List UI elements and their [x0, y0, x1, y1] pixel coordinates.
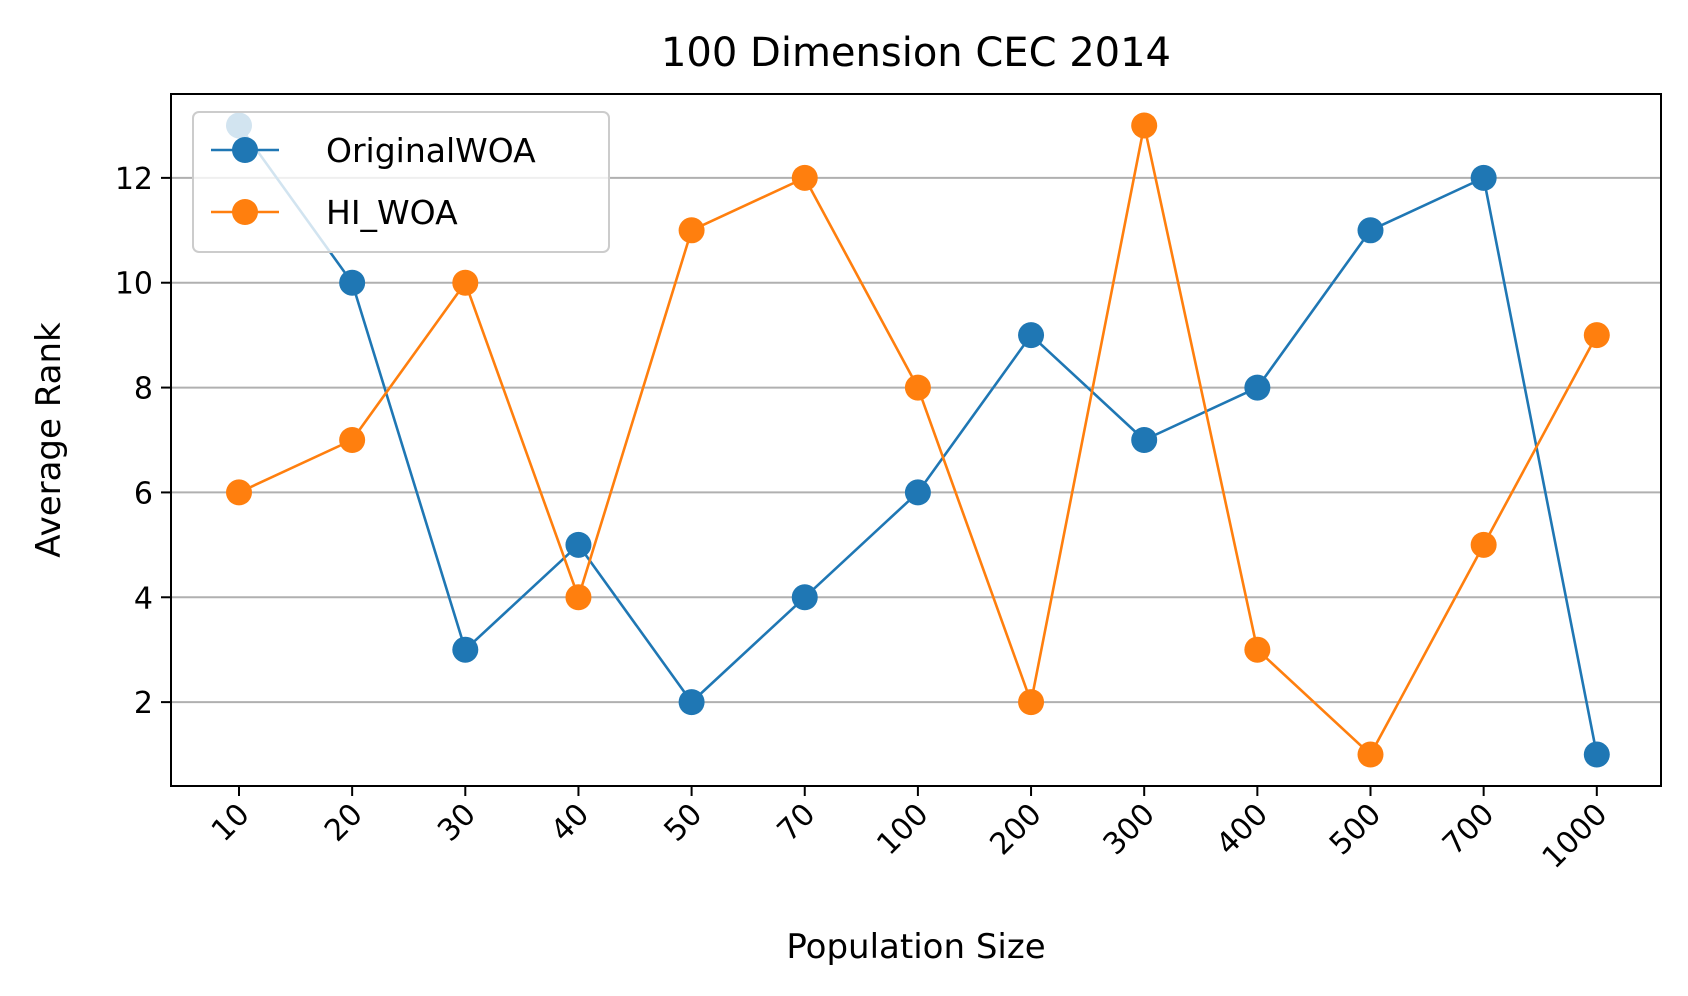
data-point-hi-woa: [678, 217, 705, 244]
y-tick-label: 12: [115, 162, 153, 197]
data-point-hi-woa: [791, 164, 818, 191]
data-point-originalwoa: [452, 636, 479, 663]
y-tick-label: 10: [115, 267, 153, 302]
data-point-originalwoa: [791, 584, 818, 611]
data-point-hi-woa: [1583, 322, 1610, 349]
data-point-originalwoa: [1018, 322, 1045, 349]
data-point-originalwoa: [1357, 217, 1384, 244]
legend-marker: [232, 137, 258, 163]
data-point-originalwoa: [1470, 164, 1497, 191]
legend-box: [192, 111, 610, 253]
y-tick-label: 6: [134, 476, 153, 511]
data-point-hi-woa: [339, 427, 366, 453]
data-point-hi-woa: [1357, 741, 1384, 768]
y-axis-label: Average Rank: [29, 322, 69, 558]
legend: OriginalWOA HI_WOA: [192, 111, 610, 253]
data-point-originalwoa: [678, 689, 705, 716]
legend-marker: [232, 199, 258, 225]
data-point-originalwoa: [339, 269, 366, 296]
y-tick-label: 8: [134, 372, 153, 407]
data-point-hi-woa: [226, 479, 252, 506]
y-tick-label: 2: [134, 686, 153, 721]
data-point-hi-woa: [904, 374, 931, 401]
data-point-originalwoa: [1131, 427, 1158, 453]
data-point-originalwoa: [904, 479, 931, 506]
y-tick-label: 4: [134, 581, 153, 616]
data-point-hi-woa: [452, 269, 479, 296]
data-point-hi-woa: [565, 584, 592, 611]
plot-frame: [170, 93, 1662, 787]
data-point-hi-woa: [1244, 636, 1271, 663]
data-point-originalwoa: [1244, 374, 1271, 401]
data-point-hi-woa: [1470, 531, 1497, 558]
data-point-originalwoa: [1583, 741, 1610, 768]
chart-title: 100 Dimension CEC 2014: [661, 30, 1171, 76]
data-point-originalwoa: [565, 531, 592, 558]
data-point-hi-woa: [1131, 112, 1158, 139]
legend-label: OriginalWOA: [326, 131, 536, 170]
data-point-hi-woa: [1018, 689, 1045, 716]
x-axis-label: Population Size: [786, 927, 1045, 967]
legend-label: HI_WOA: [326, 193, 458, 232]
